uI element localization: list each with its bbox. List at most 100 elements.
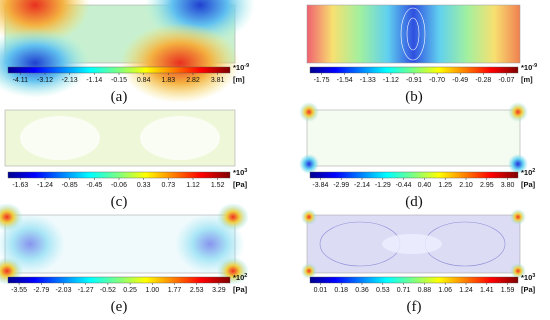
colorbar bbox=[7, 66, 231, 74]
contour-plot bbox=[299, 102, 528, 174]
scale-exponent: *102 bbox=[233, 273, 247, 282]
tick-label: 1.77 bbox=[168, 287, 182, 294]
tick-label: -0.49 bbox=[452, 77, 468, 84]
panel-label: (a) bbox=[111, 89, 128, 105]
power: 2 bbox=[532, 168, 535, 174]
tick-label: 2.82 bbox=[186, 77, 200, 84]
tick-label: 0.36 bbox=[355, 287, 369, 294]
panel-label: (d) bbox=[405, 194, 423, 210]
tick-label: -1.54 bbox=[337, 77, 353, 84]
tick-label: 0.18 bbox=[334, 287, 348, 294]
tick-label: 0.40 bbox=[418, 182, 432, 189]
tick-label: 1.83 bbox=[162, 77, 176, 84]
multiplier: *10 bbox=[521, 168, 532, 177]
power: -9 bbox=[244, 63, 249, 69]
power: 2 bbox=[244, 273, 247, 279]
tick-label: 2.10 bbox=[459, 182, 473, 189]
tick-label: 1.59 bbox=[501, 287, 515, 294]
tick-label: -0.91 bbox=[406, 77, 422, 84]
tick-label: 0.33 bbox=[137, 182, 151, 189]
colorbar bbox=[309, 171, 519, 179]
panel-label: (e) bbox=[111, 299, 128, 315]
scale-exponent: *10-9 bbox=[233, 63, 249, 72]
tick-label: -0.15 bbox=[111, 77, 127, 84]
tick-label: 1.41 bbox=[480, 287, 494, 294]
scale-exponent: *103 bbox=[521, 273, 535, 282]
scale-exponent: *102 bbox=[521, 168, 535, 177]
tick-label: -0.52 bbox=[100, 287, 116, 294]
power: -9 bbox=[532, 63, 537, 69]
tick-label: -0.45 bbox=[86, 182, 102, 189]
tick-label: 0.88 bbox=[418, 287, 432, 294]
unit: [Pa] bbox=[233, 180, 248, 189]
multiplier: *10 bbox=[521, 273, 532, 282]
tick-label: 1.24 bbox=[459, 287, 473, 294]
tick-label: -0.06 bbox=[111, 182, 127, 189]
tick-label: 0.53 bbox=[376, 287, 390, 294]
tick-label: -2.14 bbox=[354, 182, 370, 189]
tick-label: -2.99 bbox=[333, 182, 349, 189]
tick-label: 0.71 bbox=[397, 287, 411, 294]
tick-label: -2.79 bbox=[33, 287, 49, 294]
tick-label: -1.14 bbox=[86, 77, 102, 84]
multiplier: *10 bbox=[233, 273, 244, 282]
contour-plot bbox=[0, 0, 255, 103]
tick-label: 0.25 bbox=[123, 287, 137, 294]
colorbar bbox=[309, 276, 519, 284]
tick-label: -3.12 bbox=[37, 77, 53, 84]
multiplier: *10 bbox=[233, 63, 244, 72]
tick-label: -1.27 bbox=[78, 287, 94, 294]
tick-label: 1.00 bbox=[145, 287, 159, 294]
scale-exponent: *103 bbox=[233, 168, 247, 177]
tick-label: 1.25 bbox=[438, 182, 452, 189]
power: 3 bbox=[244, 168, 247, 174]
panel-label: (c) bbox=[111, 194, 128, 210]
tick-label: 0.73 bbox=[162, 182, 176, 189]
tick-label: 3.29 bbox=[212, 287, 226, 294]
tick-label: -0.85 bbox=[62, 182, 78, 189]
tick-label: 1.12 bbox=[186, 182, 200, 189]
tick-label: -4.11 bbox=[13, 77, 29, 84]
tick-label: 2.53 bbox=[190, 287, 204, 294]
panel-label: (b) bbox=[405, 89, 423, 105]
tick-label: -2.13 bbox=[62, 77, 78, 84]
colorbar bbox=[309, 66, 519, 74]
tick-label: 0.84 bbox=[137, 77, 151, 84]
multiplier: *10 bbox=[233, 168, 244, 177]
tick-label: -1.33 bbox=[360, 77, 376, 84]
unit: [m] bbox=[521, 75, 533, 84]
panel-label: (f) bbox=[407, 299, 422, 315]
tick-label: -1.29 bbox=[375, 182, 391, 189]
contour-plot bbox=[306, 4, 521, 64]
tick-label: 1.52 bbox=[211, 182, 225, 189]
contour-plot bbox=[0, 203, 249, 285]
tick-label: -1.12 bbox=[383, 77, 399, 84]
tick-label: -1.75 bbox=[314, 77, 330, 84]
tick-label: 1.06 bbox=[438, 287, 452, 294]
unit: [Pa] bbox=[233, 285, 248, 294]
tick-label: 3.80 bbox=[501, 182, 515, 189]
contour-plot bbox=[4, 109, 236, 167]
colorbar bbox=[7, 276, 231, 284]
tick-label: -1.63 bbox=[12, 182, 28, 189]
colorbar bbox=[7, 171, 231, 179]
power: 3 bbox=[532, 273, 535, 279]
contour-plot bbox=[301, 209, 526, 279]
tick-label: -0.70 bbox=[429, 77, 445, 84]
tick-label: 3.81 bbox=[211, 77, 225, 84]
multiplier: *10 bbox=[521, 63, 532, 72]
scale-exponent: *10-9 bbox=[521, 63, 537, 72]
tick-label: -0.28 bbox=[475, 77, 491, 84]
tick-label: 2.95 bbox=[480, 182, 494, 189]
tick-label: -3.55 bbox=[11, 287, 27, 294]
tick-label: -0.07 bbox=[498, 77, 514, 84]
tick-label: -0.44 bbox=[396, 182, 412, 189]
tick-label: -1.24 bbox=[37, 182, 53, 189]
unit: [Pa] bbox=[521, 180, 536, 189]
unit: [Pa] bbox=[521, 285, 536, 294]
tick-label: -2.03 bbox=[56, 287, 72, 294]
unit: [m] bbox=[233, 75, 245, 84]
tick-label: 0.01 bbox=[314, 287, 328, 294]
tick-label: -3.84 bbox=[312, 182, 328, 189]
